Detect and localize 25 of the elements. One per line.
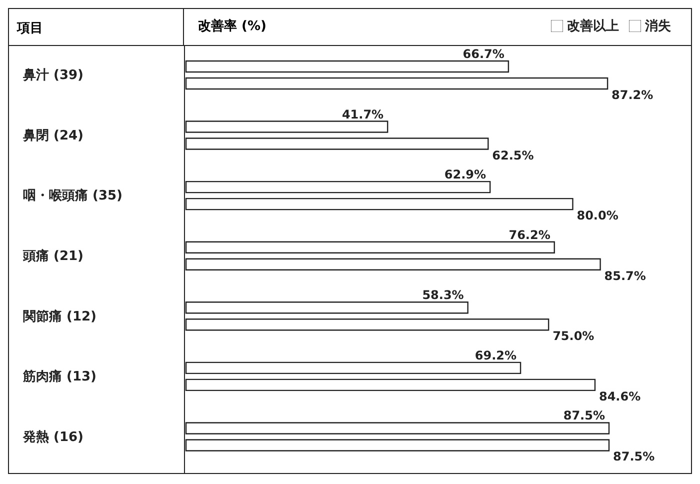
data-label: 87.5% <box>563 408 605 423</box>
data-label: 87.5% <box>613 450 655 464</box>
data-label: 62.5% <box>492 148 534 162</box>
y-tick-label: 咽・喉頭痛 (35) <box>23 188 122 204</box>
data-label: 76.2% <box>508 228 550 242</box>
y-axis-title: 項目 <box>9 9 184 45</box>
y-tick-label: 筋肉痛 (13) <box>22 368 96 385</box>
data-label: 84.6% <box>598 389 641 404</box>
data-label: 85.7% <box>604 268 646 283</box>
y-tick-label: 発熱 (16) <box>22 428 84 445</box>
data-label: 69.2% <box>474 348 517 362</box>
data-label: 80.0% <box>576 208 618 223</box>
data-label: 87.2% <box>612 88 654 102</box>
data-label: 58.3% <box>422 288 464 302</box>
y-tick-label: 鼻閉 (24) <box>22 127 84 144</box>
y-tick-label: 関節痛 (12) <box>23 308 96 324</box>
y-tick-label: 鼻汁 (39) <box>22 67 84 84</box>
x-axis-title: 改善率 (%) <box>197 18 266 35</box>
legend-label: 消失 <box>645 19 671 34</box>
data-label: 66.7% <box>462 47 504 61</box>
y-tick-label: 頭痛 (21) <box>22 248 84 264</box>
data-label: 41.7% <box>342 107 384 122</box>
data-label: 75.0% <box>552 329 594 344</box>
legend-label: 改善以上 <box>567 19 619 34</box>
data-label: 62.9% <box>444 168 486 182</box>
